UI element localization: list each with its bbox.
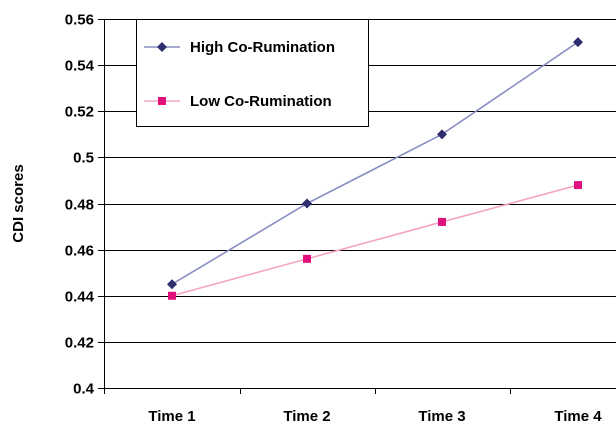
legend-box xyxy=(137,20,369,127)
y-tick-label: 0.4 xyxy=(73,381,95,398)
data-point-low-1 xyxy=(168,292,176,300)
y-tick-label: 0.5 xyxy=(73,150,94,167)
y-tick-label: 0.44 xyxy=(65,289,95,306)
data-point-high-4 xyxy=(573,37,583,47)
data-point-high-1 xyxy=(167,279,177,289)
y-axis-title: CDI scores xyxy=(10,164,27,242)
legend-label: High Co-Rumination xyxy=(190,39,335,56)
legend-label: Low Co-Rumination xyxy=(190,93,332,110)
series-line-2 xyxy=(172,185,578,296)
y-tick-label: 0.52 xyxy=(65,104,94,121)
x-tick-label: Time 3 xyxy=(418,408,465,425)
data-point-high-2 xyxy=(302,199,312,209)
x-tick-label: Time 1 xyxy=(148,408,195,425)
y-tick-label: 0.42 xyxy=(65,335,94,352)
y-tick-label: 0.46 xyxy=(65,243,94,260)
data-point-low-3 xyxy=(438,218,446,226)
data-point-low-4 xyxy=(574,181,582,189)
data-point-high-3 xyxy=(437,129,447,139)
y-tick-label: 0.56 xyxy=(65,12,94,29)
legend: High Co-Rumination Low Co-Rumination xyxy=(137,20,369,127)
legend-marker-square xyxy=(158,97,166,105)
y-tick-label: 0.54 xyxy=(65,58,95,75)
x-tick-label: Time 4 xyxy=(554,408,602,425)
y-tick-label: 0.48 xyxy=(65,197,94,214)
x-tick-label: Time 2 xyxy=(283,408,330,425)
data-point-low-2 xyxy=(303,255,311,263)
